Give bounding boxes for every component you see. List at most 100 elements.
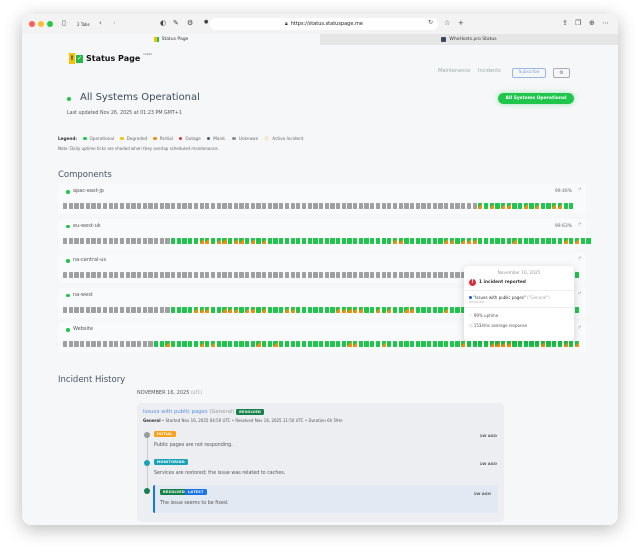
uptime-day-tick[interactable] (409, 272, 415, 279)
uptime-day-tick[interactable] (427, 203, 432, 209)
uptime-day-tick[interactable] (142, 237, 147, 244)
uptime-day-tick[interactable] (80, 237, 85, 244)
uptime-day-tick[interactable] (210, 203, 216, 209)
uptime-day-tick[interactable] (324, 203, 329, 209)
uptime-day-tick[interactable] (404, 306, 409, 313)
uptime-day-tick[interactable] (409, 237, 415, 244)
uptime-day-tick[interactable] (182, 341, 187, 348)
uptime-day-tick[interactable] (216, 203, 221, 209)
uptime-day-tick[interactable] (364, 341, 369, 348)
uptime-day-tick[interactable] (182, 237, 187, 244)
uptime-day-tick[interactable] (222, 203, 227, 209)
expand-icon[interactable]: ↱ (577, 256, 582, 263)
uptime-day-tick[interactable] (284, 272, 290, 279)
uptime-day-tick[interactable] (444, 237, 449, 244)
extension-icon[interactable]: ✎ (173, 19, 179, 27)
uptime-day-tick[interactable] (193, 341, 199, 348)
uptime-day-tick[interactable] (421, 341, 426, 348)
uptime-day-tick[interactable] (290, 341, 295, 348)
uptime-day-tick[interactable] (148, 306, 153, 313)
uptime-day-tick[interactable] (364, 272, 369, 279)
uptime-day-tick[interactable] (171, 203, 176, 209)
uptime-day-tick[interactable] (85, 306, 90, 313)
uptime-day-tick[interactable] (97, 237, 102, 244)
uptime-day-tick[interactable] (80, 272, 85, 279)
uptime-day-tick[interactable] (182, 272, 187, 279)
uptime-day-tick[interactable] (404, 272, 409, 279)
uptime-day-tick[interactable] (455, 237, 460, 244)
uptime-day-tick[interactable] (227, 203, 233, 209)
uptime-day-tick[interactable] (256, 306, 261, 313)
uptime-day-tick[interactable] (557, 237, 563, 244)
uptime-day-tick[interactable] (495, 203, 500, 209)
uptime-day-tick[interactable] (239, 341, 244, 348)
uptime-day-tick[interactable] (506, 341, 511, 348)
uptime-day-tick[interactable] (330, 237, 335, 244)
uptime-day-tick[interactable] (409, 306, 415, 313)
uptime-day-tick[interactable] (125, 203, 130, 209)
uptime-day-tick[interactable] (296, 306, 301, 313)
uptime-day-tick[interactable] (91, 272, 96, 279)
uptime-day-tick[interactable] (296, 203, 301, 209)
nav-incidents[interactable]: Incidents (478, 68, 501, 74)
uptime-day-tick[interactable] (472, 341, 477, 348)
subscribe-button[interactable]: Subscribe (512, 68, 546, 78)
uptime-day-tick[interactable] (222, 341, 227, 348)
uptime-day-tick[interactable] (74, 237, 79, 244)
uptime-day-tick[interactable] (256, 203, 261, 209)
uptime-day-tick[interactable] (529, 341, 534, 348)
uptime-day-tick[interactable] (313, 306, 318, 313)
uptime-day-tick[interactable] (188, 203, 193, 209)
uptime-day-tick[interactable] (461, 237, 466, 244)
uptime-day-tick[interactable] (398, 237, 403, 244)
uptime-day-tick[interactable] (586, 237, 591, 244)
uptime-day-tick[interactable] (193, 272, 199, 279)
uptime-day-tick[interactable] (154, 341, 159, 348)
uptime-day-tick[interactable] (449, 237, 454, 244)
uptime-day-tick[interactable] (125, 341, 130, 348)
uptime-day-tick[interactable] (574, 306, 580, 313)
uptime-day-tick[interactable] (290, 272, 295, 279)
uptime-day-tick[interactable] (552, 341, 557, 348)
uptime-day-tick[interactable] (165, 203, 170, 209)
uptime-day-tick[interactable] (91, 237, 96, 244)
uptime-day-tick[interactable] (449, 203, 454, 209)
uptime-day-tick[interactable] (330, 272, 335, 279)
share-icon[interactable]: ⇪ (562, 19, 568, 27)
uptime-day-tick[interactable] (165, 341, 170, 348)
uptime-day-tick[interactable] (466, 237, 472, 244)
uptime-day-tick[interactable] (324, 341, 329, 348)
uptime-day-tick[interactable] (256, 237, 261, 244)
uptime-day-tick[interactable] (159, 272, 164, 279)
uptime-day-tick[interactable] (136, 341, 142, 348)
uptime-day-tick[interactable] (85, 341, 90, 348)
uptime-day-tick[interactable] (199, 272, 204, 279)
uptime-day-tick[interactable] (472, 237, 477, 244)
uptime-day-tick[interactable] (421, 306, 426, 313)
uptime-day-tick[interactable] (381, 306, 386, 313)
uptime-day-tick[interactable] (404, 237, 409, 244)
uptime-day-tick[interactable] (193, 306, 199, 313)
uptime-day-tick[interactable] (495, 341, 500, 348)
uptime-day-tick[interactable] (449, 306, 454, 313)
uptime-day-tick[interactable] (318, 341, 324, 348)
expand-icon[interactable]: ↱ (577, 325, 582, 332)
uptime-day-tick[interactable] (188, 341, 193, 348)
uptime-day-tick[interactable] (91, 306, 96, 313)
uptime-day-tick[interactable] (358, 272, 363, 279)
uptime-day-tick[interactable] (233, 203, 238, 209)
uptime-day-tick[interactable] (301, 341, 307, 348)
uptime-day-tick[interactable] (125, 306, 130, 313)
uptime-day-tick[interactable] (131, 272, 136, 279)
uptime-day-tick[interactable] (97, 272, 102, 279)
uptime-day-tick[interactable] (495, 237, 500, 244)
uptime-day-tick[interactable] (358, 306, 363, 313)
uptime-day-tick[interactable] (119, 203, 125, 209)
uptime-day-tick[interactable] (318, 203, 324, 209)
uptime-day-tick[interactable] (284, 341, 290, 348)
uptime-day-tick[interactable] (125, 272, 130, 279)
uptime-day-tick[interactable] (159, 203, 164, 209)
uptime-day-tick[interactable] (68, 272, 73, 279)
uptime-day-tick[interactable] (427, 306, 432, 313)
uptime-day-tick[interactable] (273, 237, 278, 244)
